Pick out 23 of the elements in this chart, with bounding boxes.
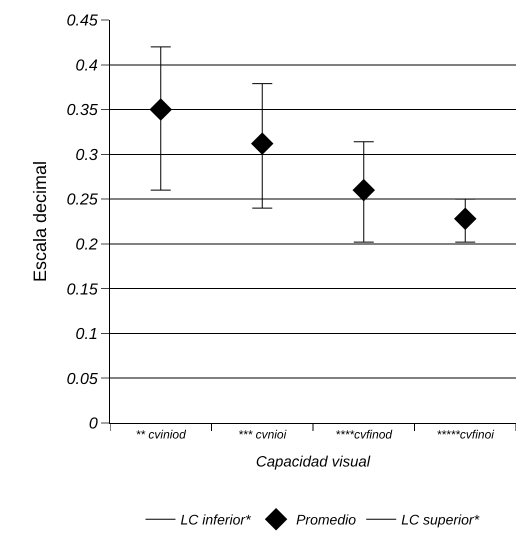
x-tick-label: *** cvnioi bbox=[238, 427, 287, 442]
point bbox=[150, 98, 172, 121]
y-tick-label: 0.4 bbox=[76, 57, 98, 74]
y-tick-label: 0.35 bbox=[66, 102, 98, 120]
point bbox=[454, 208, 476, 230]
y-axis-title: Escala decimal bbox=[30, 160, 50, 282]
legend-label: LC superior* bbox=[401, 512, 480, 528]
x-axis-title: Capacidad visual bbox=[256, 453, 371, 470]
legend-label: LC inferior* bbox=[180, 512, 252, 528]
y-tick-label: 0.3 bbox=[76, 146, 98, 164]
point bbox=[251, 132, 274, 155]
y-tick-label: 0.05 bbox=[66, 370, 98, 388]
y-tick-label: 0.2 bbox=[76, 236, 98, 254]
legend-label: Promedio bbox=[296, 512, 356, 528]
y-tick-label: 0.1 bbox=[76, 326, 98, 344]
x-tick-label: ****cvfinod bbox=[335, 427, 392, 442]
y-tick-label: 0.45 bbox=[66, 12, 98, 30]
y-tick-label: 0.15 bbox=[66, 281, 98, 298]
y-tick-label: 0.25 bbox=[66, 192, 98, 209]
x-tick-label: ** cviniod bbox=[136, 427, 186, 442]
y-tick-label: 0 bbox=[88, 416, 98, 433]
point bbox=[352, 179, 375, 202]
x-tick-label: *****cvfinoi bbox=[436, 427, 494, 442]
